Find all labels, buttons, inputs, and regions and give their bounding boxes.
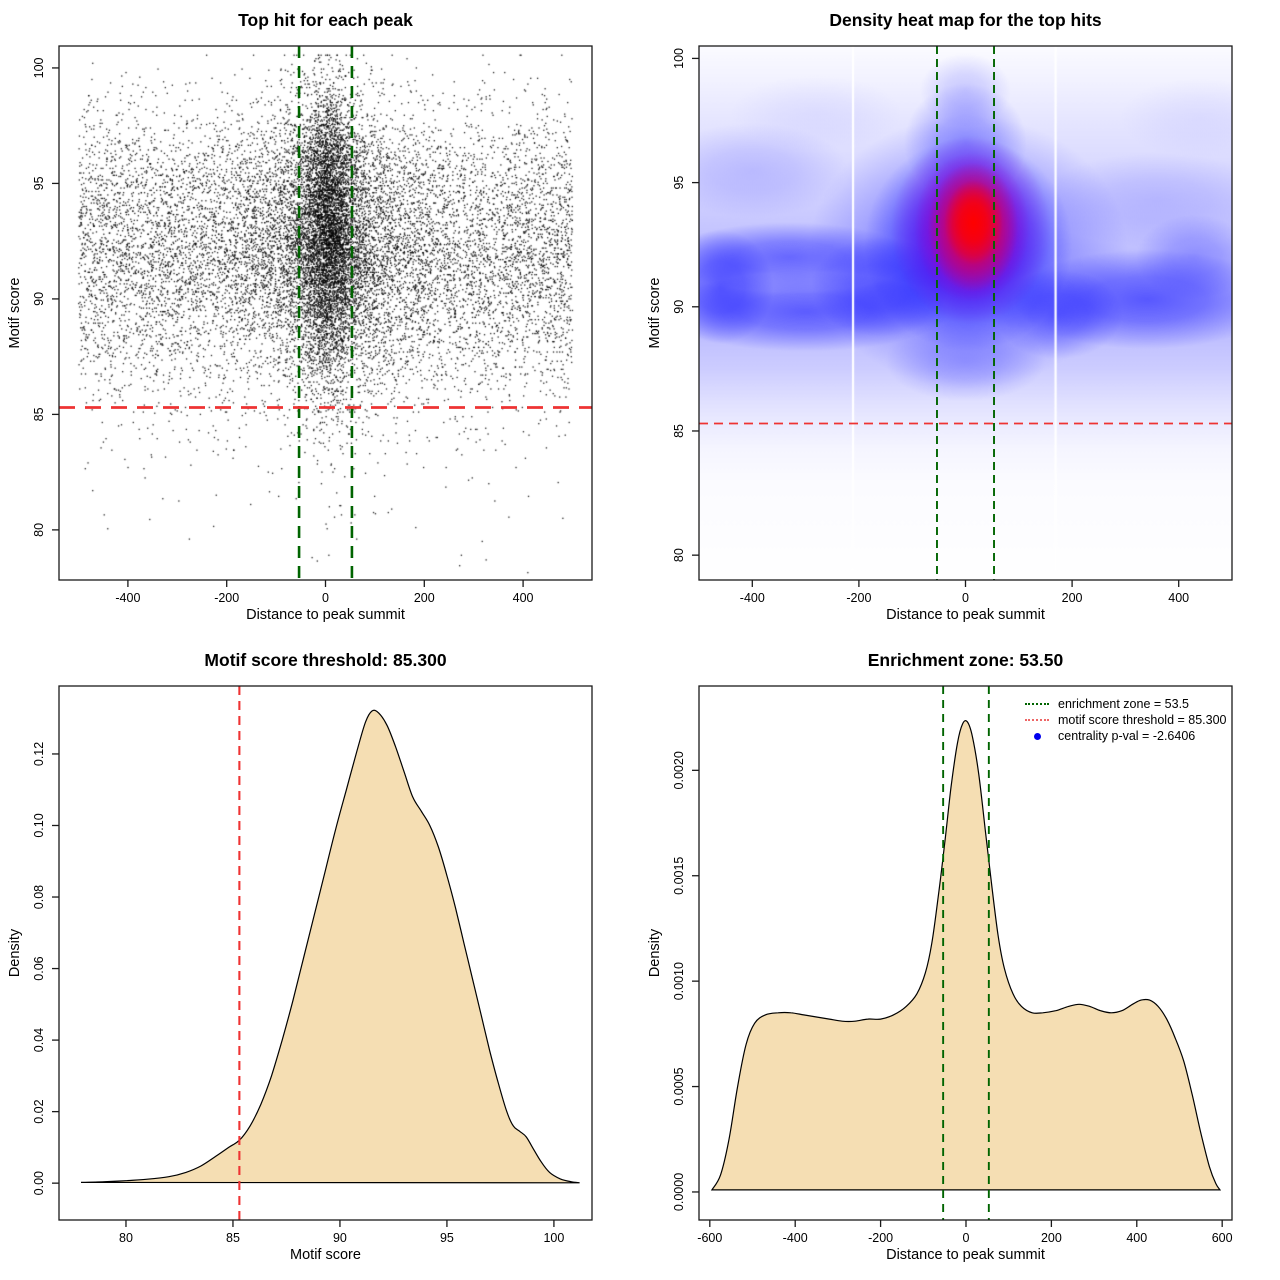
y-axis-label: Motif score bbox=[7, 277, 23, 349]
svg-text:85: 85 bbox=[226, 1231, 240, 1245]
x-axis-label: Motif score bbox=[290, 1247, 361, 1263]
svg-text:0.10: 0.10 bbox=[32, 813, 46, 837]
svg-text:0.04: 0.04 bbox=[32, 1028, 46, 1052]
svg-text:90: 90 bbox=[672, 300, 686, 314]
svg-text:0.0020: 0.0020 bbox=[672, 751, 686, 789]
svg-text:0: 0 bbox=[322, 591, 329, 605]
panel-density-heatmap: -400 -200 0 200 400 80 85 90 95 100 Density heat … bbox=[640, 0, 1280, 640]
svg-text:90: 90 bbox=[32, 292, 46, 306]
svg-text:0.12: 0.12 bbox=[32, 742, 46, 766]
panel-enrichment-zone-density: -600 -400 -200 0 200 400 600 0.0000 0.0005 0.0010… bbox=[640, 640, 1280, 1280]
panel-motif-score-density: 80 85 90 95 100 0.00 0.02 0.04 0.06 0.08 0.10 0.12 … bbox=[0, 640, 640, 1280]
panel-title: Motif score threshold: 85.300 bbox=[204, 650, 447, 670]
svg-text:90: 90 bbox=[333, 1231, 347, 1245]
legend-label: enrichment zone = 53.5 bbox=[1058, 697, 1189, 711]
svg-text:100: 100 bbox=[672, 48, 686, 69]
panel-title: Top hit for each peak bbox=[238, 10, 413, 30]
y-axis-label: Density bbox=[647, 928, 663, 978]
green-dotted-line-icon bbox=[1022, 703, 1052, 705]
svg-text:0.00: 0.00 bbox=[32, 1171, 46, 1195]
panel-title: Density heat map for the top hits bbox=[829, 10, 1102, 30]
y-axis-label: Density bbox=[7, 928, 23, 978]
panel-top-hit-scatter: -400 -200 0 200 400 80 85 90 95 100 Top hit for e… bbox=[0, 0, 640, 640]
svg-text:0.02: 0.02 bbox=[32, 1099, 46, 1123]
plot-legend: enrichment zone = 53.5 motif score thres… bbox=[1022, 696, 1227, 744]
svg-text:200: 200 bbox=[414, 591, 435, 605]
svg-text:80: 80 bbox=[672, 548, 686, 562]
blue-dot-icon bbox=[1022, 732, 1052, 740]
score-density-plot: 80 85 90 95 100 0.00 0.02 0.04 0.06 0.08 0.10 0.12 bbox=[32, 685, 593, 1245]
svg-text:-200: -200 bbox=[868, 1231, 893, 1245]
y-axis-label: Motif score bbox=[647, 277, 663, 349]
svg-text:85: 85 bbox=[32, 407, 46, 421]
svg-text:100: 100 bbox=[543, 1231, 564, 1245]
svg-text:0.0000: 0.0000 bbox=[672, 1173, 686, 1211]
legend-label: motif score threshold = 85.300 bbox=[1058, 713, 1227, 727]
panel-title: Enrichment zone: 53.50 bbox=[867, 650, 1064, 670]
svg-text:-400: -400 bbox=[740, 591, 765, 605]
legend-item-enrichment-zone: enrichment zone = 53.5 bbox=[1022, 696, 1227, 712]
svg-text:80: 80 bbox=[119, 1231, 133, 1245]
svg-text:600: 600 bbox=[1212, 1231, 1233, 1245]
svg-text:0: 0 bbox=[963, 1231, 970, 1245]
svg-text:95: 95 bbox=[672, 176, 686, 190]
svg-text:0.08: 0.08 bbox=[32, 885, 46, 909]
red-dotted-line-icon bbox=[1022, 719, 1052, 721]
scatter-plot-axes: -400 -200 0 200 400 80 85 90 95 100 bbox=[32, 45, 593, 605]
svg-text:0: 0 bbox=[962, 591, 969, 605]
svg-text:200: 200 bbox=[1041, 1231, 1062, 1245]
heatmap-axes: -400 -200 0 200 400 80 85 90 95 100 bbox=[672, 45, 1233, 605]
svg-text:-400: -400 bbox=[115, 591, 140, 605]
svg-text:0.0010: 0.0010 bbox=[672, 962, 686, 1000]
legend-item-score-threshold: motif score threshold = 85.300 bbox=[1022, 712, 1227, 728]
x-axis-label: Distance to peak summit bbox=[886, 607, 1045, 623]
svg-text:-200: -200 bbox=[214, 591, 239, 605]
legend-item-centrality-pval: centrality p-val = -2.6406 bbox=[1022, 728, 1227, 744]
heatmap-canvas bbox=[640, 0, 1280, 640]
scatter-points-canvas bbox=[0, 0, 640, 640]
distance-density-plot: -600 -400 -200 0 200 400 600 0.0000 0.0005 0.0010… bbox=[672, 685, 1233, 1245]
x-axis-label: Distance to peak summit bbox=[246, 607, 405, 623]
svg-text:0.0005: 0.0005 bbox=[672, 1067, 686, 1105]
svg-text:85: 85 bbox=[672, 424, 686, 438]
svg-text:400: 400 bbox=[513, 591, 534, 605]
svg-text:80: 80 bbox=[32, 523, 46, 537]
svg-text:-400: -400 bbox=[783, 1231, 808, 1245]
svg-text:200: 200 bbox=[1062, 591, 1083, 605]
svg-text:0.06: 0.06 bbox=[32, 956, 46, 980]
svg-text:0.0015: 0.0015 bbox=[672, 857, 686, 895]
svg-text:-200: -200 bbox=[846, 591, 871, 605]
svg-text:95: 95 bbox=[440, 1231, 454, 1245]
svg-text:95: 95 bbox=[32, 176, 46, 190]
svg-text:100: 100 bbox=[32, 57, 46, 78]
svg-text:400: 400 bbox=[1168, 591, 1189, 605]
svg-text:400: 400 bbox=[1126, 1231, 1147, 1245]
legend-label: centrality p-val = -2.6406 bbox=[1058, 729, 1196, 743]
x-axis-label: Distance to peak summit bbox=[886, 1247, 1045, 1263]
svg-text:-600: -600 bbox=[697, 1231, 722, 1245]
